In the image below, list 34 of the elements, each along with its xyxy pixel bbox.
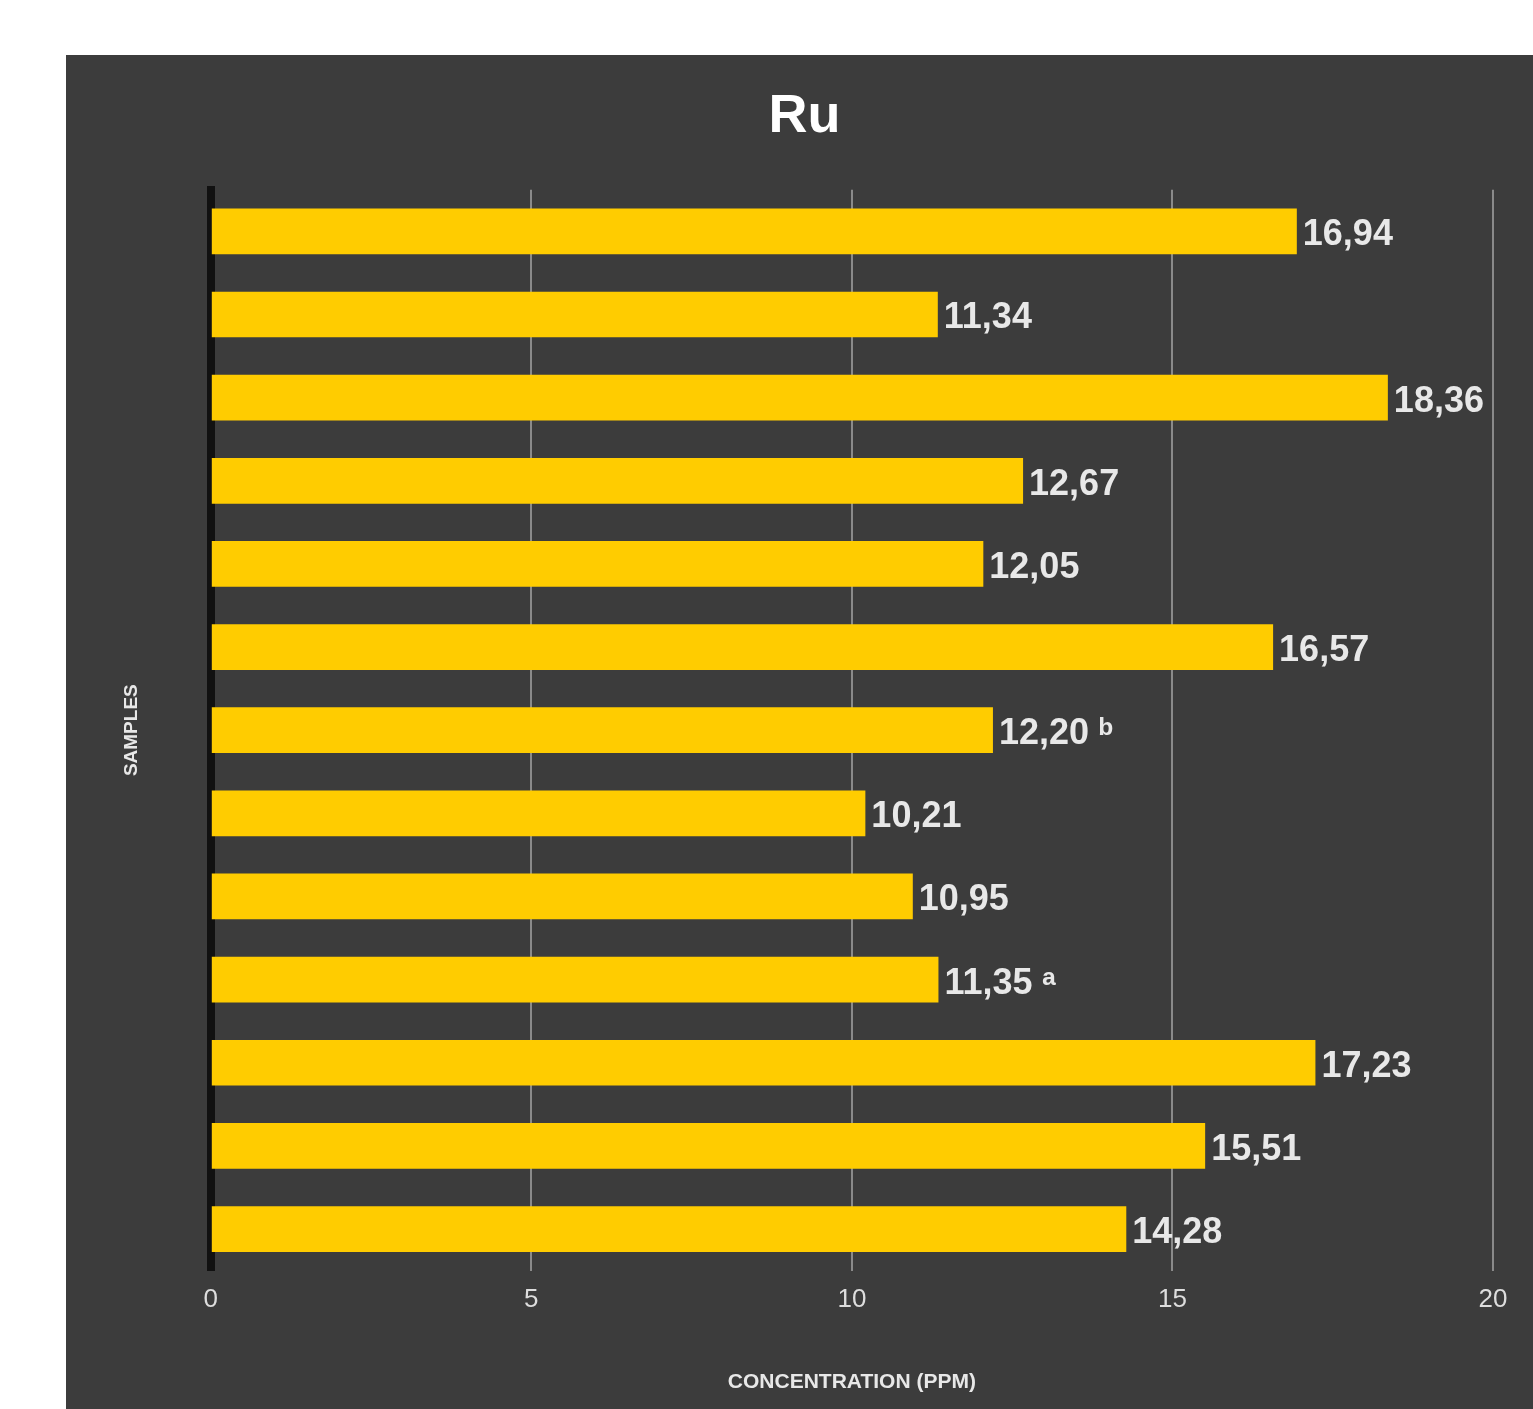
data-label: 16,57 — [1279, 627, 1370, 669]
data-label: 12,20 ᵇ — [998, 711, 1114, 753]
data-label: 16,94 — [1302, 212, 1393, 254]
bar — [211, 457, 1024, 504]
bar — [211, 541, 984, 587]
bar — [211, 790, 866, 837]
bar — [211, 624, 1274, 670]
y-axis-title: SAMPLES — [119, 684, 141, 777]
bar — [211, 374, 1388, 421]
x-tick-label: 0 — [203, 1283, 219, 1314]
bar — [211, 956, 939, 1003]
bar — [211, 707, 993, 754]
x-axis-title: CONCENTRATION (PPM) — [727, 1369, 976, 1393]
data-label: 11,34 — [943, 295, 1032, 337]
x-tick-label: 5 — [524, 1283, 539, 1314]
data-label: 15,51 — [1211, 1126, 1302, 1168]
data-label: 11,35 ᵃ — [944, 960, 1057, 1002]
data-label: 18,36 — [1393, 378, 1484, 420]
data-label: 12,05 — [989, 544, 1080, 586]
bar — [211, 873, 913, 920]
bar — [211, 291, 938, 338]
x-tick-label: 15 — [1157, 1283, 1187, 1314]
data-label: 12,67 — [1029, 461, 1120, 503]
bar — [211, 1039, 1316, 1086]
bar — [211, 208, 1297, 255]
x-tick-label: 20 — [1478, 1283, 1508, 1314]
data-label: 17,23 — [1321, 1043, 1412, 1085]
bar — [211, 1123, 1206, 1169]
data-label: 10,95 — [918, 877, 1009, 919]
x-tick-label: 10 — [837, 1283, 867, 1314]
data-label: 14,28 — [1132, 1209, 1223, 1251]
bar — [211, 1206, 1127, 1252]
chart-title: Ru — [768, 83, 841, 144]
data-label: 10,21 — [871, 794, 962, 836]
